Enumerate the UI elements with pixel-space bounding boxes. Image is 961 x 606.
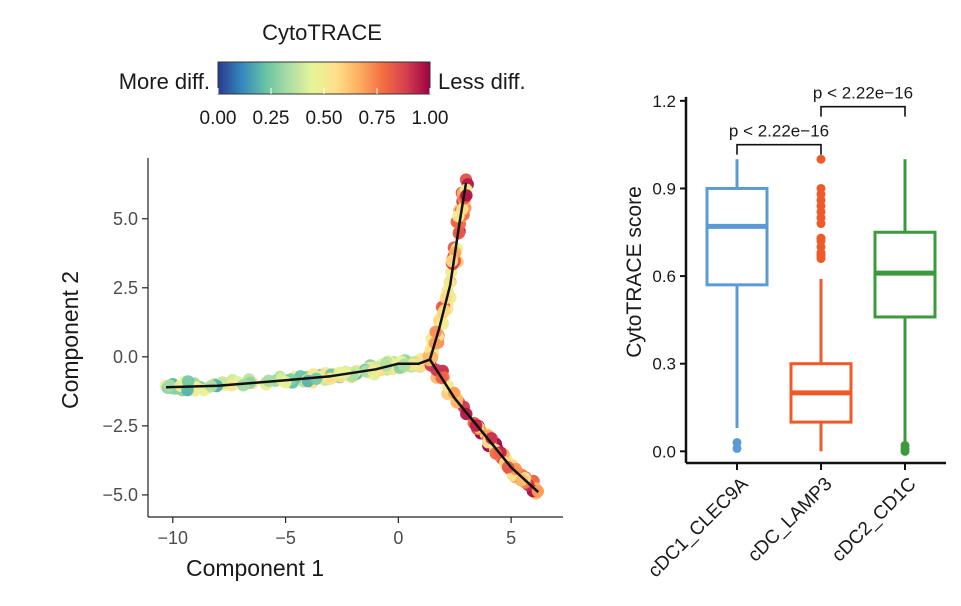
scatter-point xyxy=(279,376,292,389)
colorbar-tick-label: 0.00 xyxy=(200,108,237,129)
boxplot-y-tick-label: 1.2 xyxy=(652,92,676,111)
box-cdc1-clec9a xyxy=(705,159,769,453)
trajectory-lines xyxy=(165,182,540,494)
scatter-y-axis-label: Component 2 xyxy=(57,271,83,409)
scatter-x-tick-label: −5 xyxy=(275,528,296,548)
box-iqr xyxy=(705,186,769,287)
trajectory-scatter-plot: −10 −5 0 5 −5.0 −2.5 0.0 2.5 5.0 Component 1 Com… xyxy=(57,158,563,581)
trajectory-segment xyxy=(428,358,540,494)
scatter-point xyxy=(163,379,176,392)
scatter-point xyxy=(448,386,461,400)
box-cdc-lamp3 xyxy=(789,154,853,452)
scatter-y-tick-label: 0.0 xyxy=(113,347,138,367)
boxplot-y-tick-label: 0.3 xyxy=(652,355,676,374)
colorbar-ticks: 0.00 0.25 0.50 0.75 1.00 xyxy=(200,88,449,129)
scatter-x-tick-label: 5 xyxy=(506,528,516,548)
box-outlier xyxy=(816,183,826,193)
scatter-point xyxy=(515,473,529,487)
boxplot-boxes xyxy=(705,154,937,456)
scatter-axes: −10 −5 0 5 −5.0 −2.5 0.0 2.5 5.0 xyxy=(102,158,563,548)
trajectory-segment xyxy=(165,358,431,389)
colorbar-tick-label: 0.50 xyxy=(306,108,343,129)
boxplot-category-label: cDC_LAMP3 xyxy=(744,474,837,567)
trajectory-segment xyxy=(428,182,468,360)
colorbar-tick-label: 1.00 xyxy=(412,108,449,129)
scatter-y-tick-label: 5.0 xyxy=(113,209,138,229)
boxplot-category-label: cDC1_CLEC9A xyxy=(644,473,752,581)
scatter-point xyxy=(339,365,352,379)
comparison-p-value: p < 2.22e−16 xyxy=(813,84,913,103)
boxplot-comparisons: p < 2.22e−16 p < 2.22e−16 xyxy=(729,84,913,155)
boxplot-category-label: cDC2_CD1C xyxy=(828,474,920,566)
boxplot-y-tick-label: 0.0 xyxy=(652,442,676,461)
scatter-x-tick-label: 0 xyxy=(393,528,403,548)
box-outlier xyxy=(900,440,910,450)
comparison-bracket xyxy=(736,143,822,155)
scatter-y-tick-label: −5.0 xyxy=(102,485,138,505)
comparison-bracket xyxy=(820,105,906,117)
boxplot-y-tick-label: 0.9 xyxy=(652,179,676,198)
scatter-x-axis-label: Component 1 xyxy=(186,555,324,581)
box-outlier xyxy=(732,438,742,448)
boxplot-y-tick-label: 0.6 xyxy=(652,267,676,286)
colorbar-legend: CytoTRACE More diff. Less diff. 0.00 0.25… xyxy=(119,20,526,129)
scatter-point xyxy=(181,375,195,388)
boxplot-y-axis-label: CytoTRACE score xyxy=(623,186,646,358)
box-outlier xyxy=(816,233,826,243)
box-outlier xyxy=(816,154,826,164)
colorbar-right-label: Less diff. xyxy=(438,69,526,94)
colorbar-tick-label: 0.75 xyxy=(359,108,396,129)
colorbar-tick-label: 0.25 xyxy=(253,108,290,129)
scatter-point xyxy=(501,461,515,474)
scatter-x-tick-label: −10 xyxy=(158,528,189,548)
scatter-y-tick-label: −2.5 xyxy=(102,416,138,436)
boxplot-axes: 0.0 0.3 0.6 0.9 1.2 cDC1_CLEC9AcDC_LAMP3cDC2_… xyxy=(644,92,946,582)
colorbar-title: CytoTRACE xyxy=(262,20,382,45)
box-cdc2-cd1c xyxy=(873,159,937,456)
scatter-point xyxy=(398,359,411,372)
scatter-point xyxy=(237,379,250,392)
scatter-y-tick-label: 2.5 xyxy=(113,278,138,298)
cytotrace-boxplot: 0.0 0.3 0.6 0.9 1.2 cDC1_CLEC9AcDC_LAMP3cDC2_… xyxy=(623,84,946,582)
comparison-p-value: p < 2.22e−16 xyxy=(729,122,829,141)
scatter-points xyxy=(159,173,545,500)
scatter-point xyxy=(310,372,323,385)
colorbar-left-label: More diff. xyxy=(119,69,210,94)
